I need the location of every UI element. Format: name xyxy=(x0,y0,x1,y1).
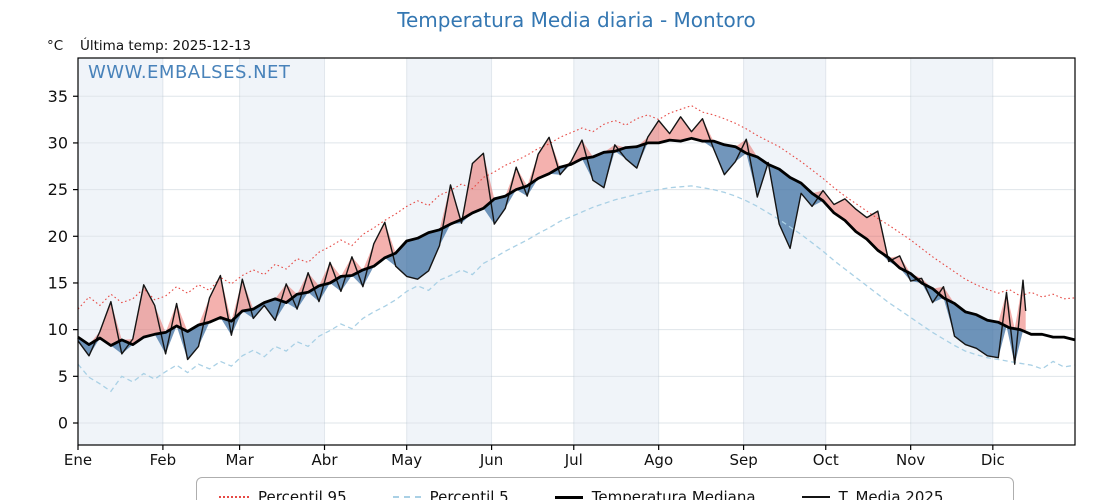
legend-label: Percentil 5 xyxy=(429,488,509,500)
t-media-2025-line xyxy=(77,116,1027,365)
y-tick-label: 30 xyxy=(48,133,68,152)
legend-item-mediana: Temperatura Mediana xyxy=(554,488,756,500)
month-band xyxy=(573,58,659,445)
legend: Percentil 95 Percentil 5 Temperatura Med… xyxy=(196,477,1014,500)
legend-label: Percentil 95 xyxy=(258,488,347,500)
month-band xyxy=(910,58,993,445)
y-tick-label: 10 xyxy=(48,320,68,339)
x-tick-label: Jul xyxy=(564,451,583,469)
x-tick-label: Oct xyxy=(813,451,839,469)
x-tick-label: Feb xyxy=(150,451,177,469)
y-tick-label: 25 xyxy=(48,180,68,199)
x-tick-label: May xyxy=(391,451,422,469)
y-tick-label: 15 xyxy=(48,273,68,292)
x-tick-label: Nov xyxy=(896,451,925,469)
x-tick-label: Dic xyxy=(981,451,1005,469)
percentil-5-line xyxy=(77,185,1076,393)
watermark: WWW.EMBALSES.NET xyxy=(88,62,291,83)
y-tick-label: 20 xyxy=(48,227,68,246)
fill-above-median xyxy=(78,116,1026,346)
legend-item-t-media-2025: T. Media 2025 xyxy=(801,488,944,500)
legend-item-percentil-5: Percentil 5 xyxy=(392,488,509,500)
legend-item-percentil-95: Percentil 95 xyxy=(219,488,347,500)
y-tick-label: 5 xyxy=(58,367,68,386)
x-tick-label: Sep xyxy=(729,451,757,469)
temperatura-mediana-line-sample xyxy=(554,495,583,499)
x-tick-label: Ene xyxy=(64,451,92,469)
percentil-95-line-sample xyxy=(219,496,249,498)
x-tick-label: Mar xyxy=(225,451,254,469)
t-media-2025-line-sample xyxy=(801,496,830,498)
percentil-5-line-sample xyxy=(392,496,421,498)
month-band xyxy=(743,58,826,445)
legend-label: Temperatura Mediana xyxy=(591,488,756,500)
plot-border xyxy=(77,57,1076,446)
chart-title: Temperatura Media diaria - Montoro xyxy=(397,8,756,32)
legend-label: T. Media 2025 xyxy=(838,488,944,500)
month-band xyxy=(239,58,325,445)
last-temp-label: Última temp: 2025-12-13 xyxy=(80,38,252,54)
temperatura-mediana-line xyxy=(77,136,1076,347)
y-axis-unit-label: °C xyxy=(47,38,64,54)
y-tick-label: 35 xyxy=(48,87,68,106)
y-tick-label: 0 xyxy=(58,414,68,433)
x-tick-label: Ago xyxy=(644,451,673,469)
fill-below-median xyxy=(78,138,1026,365)
month-band xyxy=(78,58,163,445)
x-tick-label: Jun xyxy=(479,451,503,469)
x-tick-label: Abr xyxy=(312,451,339,469)
